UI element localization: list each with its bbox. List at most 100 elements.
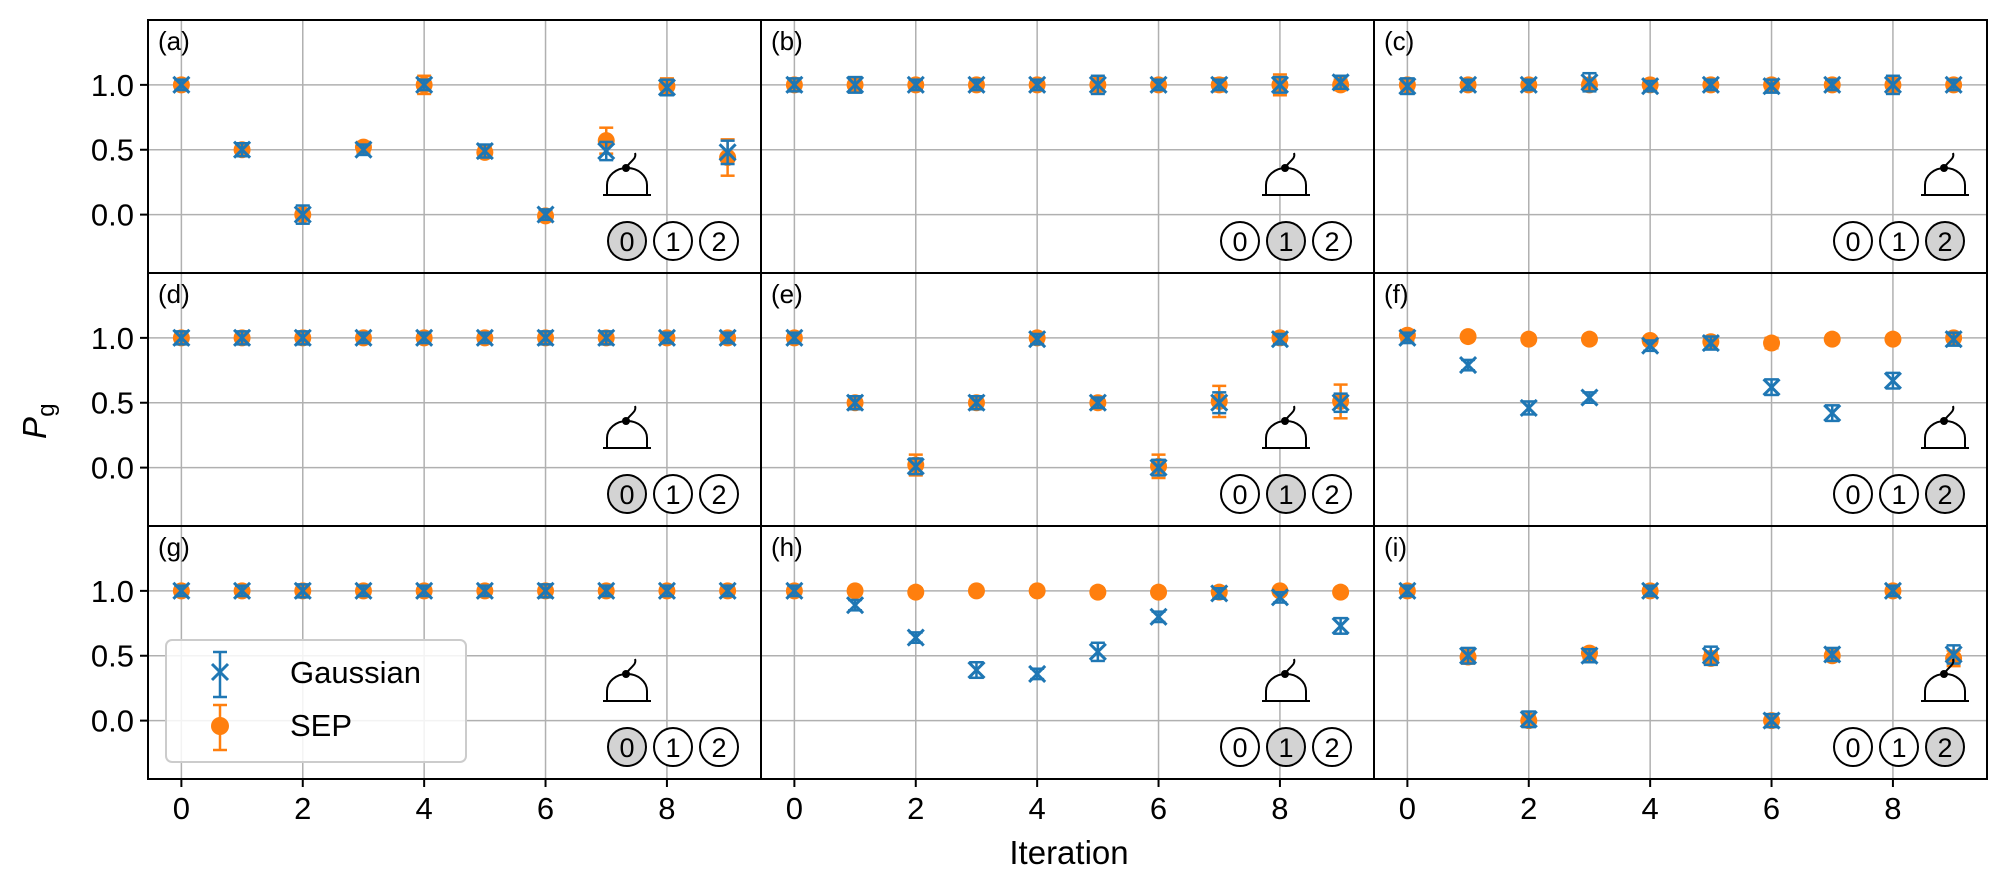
gaussian-point — [785, 581, 804, 600]
y-tick-label: 0.5 — [91, 386, 134, 421]
gaussian-point-stroke-2 — [475, 328, 494, 347]
y-axis-label: P g — [16, 403, 60, 439]
gaussian-point-stroke-2 — [1944, 75, 1963, 94]
gaussian-point-stroke-2 — [657, 78, 676, 97]
gaussian-point-stroke-2 — [1028, 330, 1047, 349]
level-circle-1 — [1266, 727, 1306, 767]
x-tick-label: 6 — [1763, 791, 1780, 826]
gaussian-point — [1762, 711, 1781, 730]
detector-icon-wire — [1284, 658, 1296, 675]
gaussian-point-stroke-2 — [1028, 75, 1047, 94]
gaussian-point — [1398, 77, 1417, 96]
gaussian-point-stroke-2 — [906, 75, 925, 94]
x-tick-label: 6 — [1150, 791, 1167, 826]
gaussian-point-stroke-2 — [1270, 75, 1289, 94]
detector-icon — [603, 405, 651, 449]
x-tick-label: 4 — [1029, 791, 1046, 826]
gaussian-point — [415, 581, 434, 600]
gaussian-point-stroke-2 — [1883, 75, 1902, 94]
panel-label: (c) — [1384, 26, 1414, 56]
gaussian-point — [785, 75, 804, 94]
gaussian-point — [1701, 646, 1720, 665]
gaussian-point — [1944, 75, 1963, 94]
gaussian-point-stroke-2 — [718, 581, 737, 600]
y-tick-label: 0.5 — [91, 133, 134, 168]
level-circle-2 — [1925, 474, 1965, 514]
gaussian-point-stroke-2 — [233, 581, 252, 600]
panel-label: (e) — [771, 279, 803, 309]
gaussian-point — [846, 393, 865, 412]
gaussian-point-stroke-2 — [1823, 645, 1842, 664]
gaussian-point-stroke-2 — [1519, 75, 1538, 94]
gaussian-point — [597, 581, 616, 600]
gaussian-point — [293, 328, 312, 347]
gaussian-point-stroke-2 — [597, 581, 616, 600]
gaussian-point-stroke-2 — [233, 140, 252, 159]
legend-gaussian-marker — [210, 650, 230, 699]
sep-point — [1028, 582, 1046, 600]
detector-icon — [603, 658, 651, 702]
axis-labels: Iteration P g — [16, 403, 1129, 871]
gaussian-point-stroke-2 — [1210, 393, 1229, 412]
gaussian-point — [846, 75, 865, 94]
level-label-1: 1 — [665, 480, 680, 510]
gaussian-point-stroke-2 — [785, 328, 804, 347]
level-label-0: 0 — [1845, 480, 1860, 510]
detector-icon-dome — [1265, 673, 1307, 701]
gaussian-point — [1270, 330, 1289, 349]
gaussian-point — [718, 328, 737, 347]
gaussian-point — [536, 581, 555, 600]
gaussian-point — [657, 78, 676, 97]
gaussian-point-stroke-2 — [1762, 711, 1781, 730]
gaussian-point — [1823, 75, 1842, 94]
y-tick-label: 0.0 — [91, 198, 134, 233]
x-tick-label: 6 — [537, 791, 554, 826]
detector-icon-dome — [1265, 167, 1307, 195]
detector-icon-wire — [1943, 152, 1955, 169]
gaussian-point — [1459, 646, 1478, 665]
level-circle-0 — [1220, 221, 1260, 261]
detector-icon — [1921, 405, 1969, 449]
gaussian-point — [1762, 378, 1781, 397]
gaussian-point-stroke-2 — [1398, 328, 1417, 347]
gaussian-point-stroke-2 — [1944, 330, 1963, 349]
level-label-2: 2 — [1937, 480, 1952, 510]
level-circle-0 — [607, 727, 647, 767]
x-tick-label: 4 — [1642, 791, 1659, 826]
level-circle-1 — [1879, 474, 1919, 514]
gaussian-point-stroke-2 — [1641, 581, 1660, 600]
gaussian-point-stroke-2 — [846, 596, 865, 615]
level-label-1: 1 — [665, 733, 680, 763]
legend-sep-marker — [211, 703, 229, 752]
gaussian-point-stroke-2 — [1701, 75, 1720, 94]
x-tick-label: 8 — [1271, 791, 1288, 826]
gaussian-point — [354, 581, 373, 600]
gaussian-point — [1270, 75, 1289, 94]
legend-gaussian-x-stroke-2 — [210, 662, 230, 682]
gaussian-point-stroke-2 — [718, 143, 737, 162]
level-circle-2 — [699, 221, 739, 261]
gaussian-point — [172, 328, 191, 347]
level-circle-2 — [1312, 727, 1352, 767]
gaussian-point — [1088, 75, 1107, 94]
panels: (a) 0 1 2 1.0 0.5 0.0 (b) 0 1 2 (c) 0 1 2 (d) 0 1 2 1.0 0.5 0… — [91, 19, 1988, 826]
gaussian-point — [172, 75, 191, 94]
gaussian-point-stroke-2 — [1270, 330, 1289, 349]
level-circle-1 — [1879, 221, 1919, 261]
legend-gaussian-label: Gaussian — [290, 655, 421, 690]
gaussian-point — [354, 140, 373, 159]
level-circle-1 — [1879, 727, 1919, 767]
x-tick-label: 8 — [1884, 791, 1901, 826]
gaussian-point — [1270, 588, 1289, 607]
gaussian-point-stroke-2 — [1459, 646, 1478, 665]
detector-icon-wire — [1943, 405, 1955, 422]
gaussian-point-stroke-2 — [1331, 393, 1350, 412]
gaussian-point-stroke-2 — [1823, 75, 1842, 94]
level-label-1: 1 — [1278, 480, 1293, 510]
gaussian-point-stroke-2 — [172, 75, 191, 94]
gaussian-point-stroke-2 — [967, 393, 986, 412]
gaussian-point — [1580, 646, 1599, 665]
gaussian-point-stroke-2 — [657, 328, 676, 347]
panel-e: (e) 0 1 2 — [760, 272, 1375, 527]
